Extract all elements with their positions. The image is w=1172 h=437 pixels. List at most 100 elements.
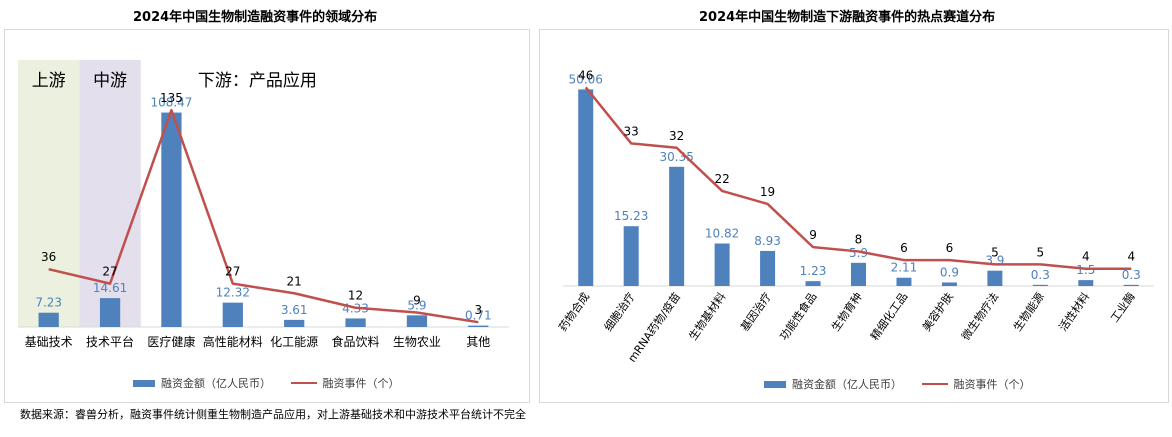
- x-tick-label: 基础技术: [25, 335, 73, 349]
- legend-bar-swatch: [133, 379, 155, 387]
- bar: [760, 250, 776, 286]
- legend-line-swatch: [921, 383, 948, 385]
- x-tick-label: 微生物疗法: [958, 290, 1001, 343]
- line-data-label: 21: [287, 274, 302, 288]
- line-data-label: 22: [714, 172, 729, 186]
- x-tick-label: 细胞治疗: [601, 290, 638, 334]
- x-tick-label: 高性能材料: [203, 334, 263, 349]
- bar-data-label: 8.93: [754, 234, 781, 248]
- bar: [669, 166, 685, 286]
- x-tick-label: 精细化工品: [867, 290, 910, 343]
- bar: [987, 270, 1003, 286]
- bar: [805, 281, 821, 286]
- line-data-label: 36: [41, 250, 56, 264]
- line-data-label: 27: [102, 265, 117, 279]
- bar-data-label: 3.61: [281, 303, 308, 317]
- line-data-label: 3: [474, 303, 482, 317]
- bar-data-label: 108.47: [150, 96, 192, 110]
- x-tick-label: 基因治疗: [737, 290, 774, 334]
- line-data-label: 27: [225, 265, 240, 279]
- x-tick-label: 技术平台: [86, 334, 134, 349]
- bar-data-label: 1.5: [1076, 263, 1095, 277]
- x-tick-label: 生物能源: [1010, 290, 1047, 334]
- bar-data-label: 0.9: [940, 265, 959, 279]
- legend-bar-swatch: [764, 380, 786, 388]
- bar: [284, 319, 305, 327]
- x-tick-label: 生物育种: [828, 290, 865, 334]
- x-tick-label: 食品饮料: [332, 334, 380, 349]
- legend-line-label: 融资事件（个）: [953, 378, 1031, 391]
- line-data-label: 33: [624, 124, 639, 138]
- region-label-1: 中游: [93, 71, 127, 91]
- bar-data-label: 7.23: [35, 296, 62, 310]
- x-tick-label: 功能性食品: [776, 290, 819, 343]
- bar-data-label: 0.71: [465, 309, 492, 323]
- bar-data-label: 12.32: [216, 286, 250, 300]
- bar: [1123, 284, 1139, 286]
- bar: [161, 112, 182, 327]
- line-data-label: 8: [855, 232, 863, 246]
- region-band-0: [18, 60, 80, 327]
- bar: [623, 226, 639, 286]
- bar: [345, 318, 366, 327]
- chart-2-title: 2024年中国生物制造下游融资事件的热点赛道分布: [699, 10, 996, 25]
- line-data-label: 4: [1082, 250, 1090, 264]
- bar: [850, 262, 867, 286]
- line-data-label: 135: [160, 91, 183, 105]
- x-tick-label: 生物农业: [393, 335, 441, 349]
- line-data-label: 5: [991, 245, 999, 259]
- chart-2-panel: 50.06 15.23 30.35 10.82 8.93 1.23 5.9 2.11 0.9 3.…: [539, 29, 1169, 403]
- bar-data-label: 10.82: [705, 227, 739, 241]
- x-tick-label: 化工能源: [270, 335, 318, 349]
- bar-data-label: 50.06: [569, 72, 603, 86]
- line-data-label: 12: [348, 289, 363, 303]
- bar-data-label: 5.9: [849, 246, 868, 260]
- line-series: [48, 108, 479, 324]
- bar: [896, 277, 912, 286]
- line-data-label: 5: [1037, 245, 1045, 259]
- x-tick-label: 药物合成: [555, 290, 592, 334]
- source-note: 数据来源：睿兽分析，融资事件统计侧重生物制造产品应用，对上游基础技术和中游技术平…: [20, 408, 526, 421]
- x-tick-label: 活性材料: [1056, 290, 1093, 334]
- bar-data-label: 1.23: [800, 264, 827, 278]
- line-data-label: 4: [1127, 250, 1135, 264]
- bar: [578, 89, 594, 286]
- line-data-label: 46: [578, 68, 593, 82]
- legend-bar-label: 融资金额（亿人民币）: [792, 378, 902, 391]
- bar-data-label: 2.11: [891, 261, 918, 275]
- bar-data-label: 15.23: [614, 209, 648, 223]
- x-tick-label: 生物基材料: [686, 290, 729, 343]
- line-data-label: 9: [809, 228, 817, 242]
- x-tick-label: 其他: [466, 335, 490, 349]
- bar-data-label: 5.9: [407, 298, 426, 312]
- chart-2-legend: 融资金额（亿人民币） 融资事件（个）: [764, 376, 1031, 392]
- line-data-label: 19: [760, 185, 775, 199]
- chart-1-panel: 上游 中游 下游：产品应用 7.23 14.61 108.47 12.32 3.61 4.33 5…: [4, 29, 530, 403]
- bar-data-label: 0.3: [1122, 268, 1141, 282]
- x-tick-label: 医疗健康: [147, 334, 195, 349]
- bar: [222, 302, 243, 327]
- bar: [1078, 280, 1094, 286]
- bar: [99, 298, 121, 327]
- bar-data-label: 30.35: [659, 150, 693, 164]
- bar: [38, 312, 59, 327]
- bar: [1032, 284, 1048, 286]
- bar: [714, 243, 730, 286]
- x-tick-label: 工业酶: [1108, 290, 1138, 324]
- bar: [468, 325, 489, 327]
- region-label-0: 上游: [32, 71, 66, 91]
- region-label-downstream: 下游：产品应用: [198, 71, 317, 91]
- bar-data-label: 14.61: [93, 281, 127, 295]
- line-data-label: 6: [900, 241, 908, 255]
- line-data-label: 32: [669, 129, 684, 143]
- line-data-label: 6: [946, 241, 954, 255]
- legend-bar-label: 融资金额（亿人民币）: [161, 377, 271, 390]
- chart-1-legend: 融资金额（亿人民币） 融资事件（个）: [133, 375, 400, 391]
- bar: [406, 315, 428, 327]
- line-data-label: 9: [413, 294, 421, 308]
- chart-1-title: 2024年中国生物制造融资事件的领域分布: [133, 10, 378, 25]
- bar: [941, 282, 957, 286]
- line-series: [584, 86, 1132, 270]
